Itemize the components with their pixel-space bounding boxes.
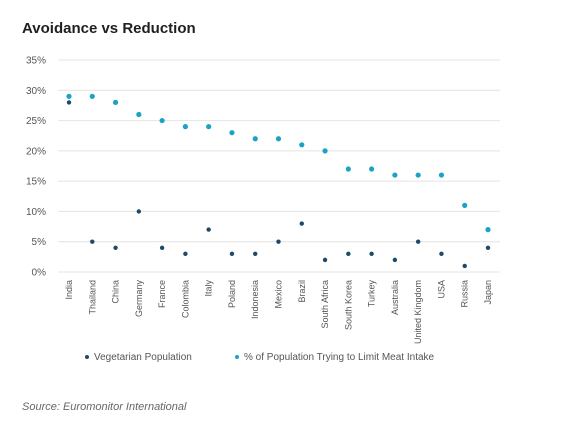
vegetarian-point bbox=[415, 239, 421, 244]
limit-meat-point bbox=[438, 172, 445, 178]
x-category-label: Brazil bbox=[297, 280, 307, 303]
limit-meat-point bbox=[252, 136, 258, 142]
vegetarian-point bbox=[392, 257, 398, 263]
x-category-label: Germany bbox=[134, 280, 144, 318]
y-tick-label: 35% bbox=[26, 56, 46, 67]
source-note: Source: Euromonitor International bbox=[22, 401, 187, 413]
limit-meat-point bbox=[322, 148, 328, 154]
x-category-label: Russia bbox=[460, 280, 470, 308]
legend-item-vegetarian: Vegetarian Population bbox=[85, 352, 192, 363]
x-category-label: France bbox=[157, 280, 167, 308]
limit-meat-point bbox=[345, 166, 351, 172]
y-tick-label: 10% bbox=[26, 207, 46, 218]
legend-item-limit-meat: % of Population Trying to Limit Meat Int… bbox=[235, 352, 434, 363]
limit-meat-point bbox=[275, 136, 282, 142]
vegetarian-point bbox=[439, 251, 444, 257]
vegetarian-point bbox=[90, 239, 95, 244]
x-category-label: Turkey bbox=[367, 280, 377, 308]
limit-meat-point bbox=[392, 172, 398, 178]
y-tick-label: 0% bbox=[32, 268, 47, 279]
limit-meat-point bbox=[485, 227, 491, 233]
legend-label: Vegetarian Population bbox=[94, 352, 192, 363]
x-category-label: Colombia bbox=[180, 280, 190, 318]
vegetarian-point bbox=[346, 251, 351, 257]
chart-title: Avoidance vs Reduction bbox=[22, 20, 196, 37]
vegetarian-point bbox=[485, 245, 491, 250]
limit-meat-point bbox=[159, 117, 165, 124]
limit-meat-point bbox=[299, 142, 305, 148]
x-category-label: Italy bbox=[204, 280, 214, 297]
scatter-chart: 0% 5% 10% 15% 20% 25% 30% 35% India Thailand Chin… bbox=[26, 56, 500, 345]
vegetarian-point bbox=[159, 245, 165, 250]
y-tick-label: 20% bbox=[26, 146, 46, 157]
x-category-label: South Korea bbox=[343, 280, 353, 330]
legend-label: % of Population Trying to Limit Meat Int… bbox=[244, 352, 435, 363]
limit-meat-point bbox=[462, 202, 468, 208]
x-category-label: United Kingdom bbox=[413, 280, 423, 344]
y-tick-label: 15% bbox=[26, 177, 46, 188]
vegetarian-point bbox=[206, 227, 211, 232]
limit-meat-point bbox=[112, 99, 119, 105]
x-category-label: Indonesia bbox=[250, 280, 260, 319]
x-category-label: Mexico bbox=[274, 280, 284, 309]
limit-meat-point bbox=[415, 172, 421, 178]
x-category-label: Poland bbox=[227, 280, 237, 308]
vegetarian-point bbox=[136, 209, 142, 214]
vegetarian-point bbox=[113, 245, 118, 250]
limit-meat-point bbox=[206, 124, 212, 130]
data-points bbox=[66, 93, 491, 269]
y-tick-label: 25% bbox=[26, 116, 46, 127]
vegetarian-point bbox=[253, 251, 258, 257]
x-category-label: Australia bbox=[390, 280, 400, 315]
limit-meat-point bbox=[66, 93, 72, 99]
y-axis-ticks: 0% 5% 10% 15% 20% 25% 30% 35% bbox=[26, 56, 46, 279]
x-category-label: Thailand bbox=[87, 280, 97, 315]
x-category-label: Japan bbox=[483, 280, 493, 305]
x-category-label: China bbox=[111, 280, 121, 304]
x-category-label: USA bbox=[436, 280, 446, 299]
legend-dot-icon bbox=[235, 355, 239, 360]
vegetarian-point bbox=[299, 221, 304, 226]
y-tick-label: 5% bbox=[32, 237, 47, 248]
vegetarian-point bbox=[322, 257, 328, 263]
y-tick-label: 30% bbox=[26, 86, 46, 97]
vegetarian-point bbox=[276, 239, 281, 244]
vegetarian-point bbox=[462, 263, 467, 269]
x-category-label: South Africa bbox=[320, 280, 330, 329]
x-category-label: India bbox=[64, 280, 74, 300]
limit-meat-point bbox=[229, 130, 235, 136]
limit-meat-point bbox=[136, 111, 142, 118]
vegetarian-point bbox=[66, 100, 72, 105]
vegetarian-point bbox=[229, 251, 235, 257]
legend-dot-icon bbox=[85, 355, 89, 360]
x-axis-labels: India Thailand China Germany France Colombia I… bbox=[64, 280, 493, 345]
vegetarian-point bbox=[183, 251, 188, 257]
limit-meat-point bbox=[89, 93, 95, 99]
vegetarian-point bbox=[369, 251, 374, 257]
limit-meat-point bbox=[369, 166, 375, 172]
limit-meat-point bbox=[182, 124, 188, 130]
